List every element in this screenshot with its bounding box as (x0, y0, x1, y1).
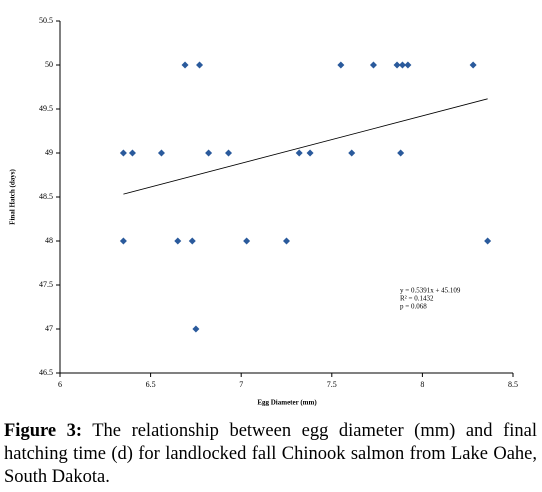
point (484, 237, 492, 245)
caption-label: Figure 3: (4, 421, 83, 441)
y-tick-label: 46.5 (39, 368, 53, 377)
point (348, 149, 356, 157)
annotation: y = 0.5391x + 45.109 (400, 287, 461, 295)
point (243, 237, 251, 245)
y-tick-label: 48.5 (39, 192, 53, 201)
point (188, 237, 196, 245)
y-tick-label: 50 (45, 60, 53, 69)
point (469, 61, 477, 69)
y-tick-label: 49.5 (39, 104, 53, 113)
point (119, 149, 127, 157)
x-tick-label: 8 (420, 380, 424, 389)
annotation: R² = 0.1432 (400, 295, 434, 303)
point (369, 61, 377, 69)
point (398, 61, 406, 69)
point (119, 237, 127, 245)
y-tick-label: 48 (45, 236, 53, 245)
point (404, 61, 412, 69)
point (393, 61, 401, 69)
y-axis-label: Final Hatch (days) (9, 169, 17, 225)
y-tick-label: 50.5 (39, 16, 53, 25)
point (205, 149, 213, 157)
point (192, 325, 200, 333)
point (128, 149, 136, 157)
point (174, 237, 182, 245)
point (306, 149, 314, 157)
caption: Figure 3: The relationship between egg d… (4, 420, 537, 489)
point (295, 149, 303, 157)
trendline (123, 98, 488, 195)
chart: Egg Diameter (mm) Final Hatch (days) 46.… (9, 16, 518, 407)
x-tick-label: 7 (239, 380, 243, 389)
point (397, 149, 405, 157)
point (196, 61, 204, 69)
y-tick-label: 47 (45, 324, 53, 333)
y-tick-label: 47.5 (39, 280, 53, 289)
caption-text: The relationship between egg diameter (m… (4, 421, 537, 487)
point (157, 149, 165, 157)
point (283, 237, 290, 245)
annotation: p = 0.068 (400, 303, 427, 311)
x-axis-label: Egg Diameter (mm) (257, 399, 317, 407)
point (181, 61, 189, 69)
x-tick-label: 6 (58, 380, 62, 389)
point (225, 149, 233, 157)
x-tick-label: 6.5 (146, 380, 156, 389)
x-tick-label: 7.5 (327, 380, 337, 389)
y-tick-label: 49 (45, 148, 53, 157)
x-tick-label: 8.5 (508, 380, 518, 389)
point (337, 61, 345, 69)
